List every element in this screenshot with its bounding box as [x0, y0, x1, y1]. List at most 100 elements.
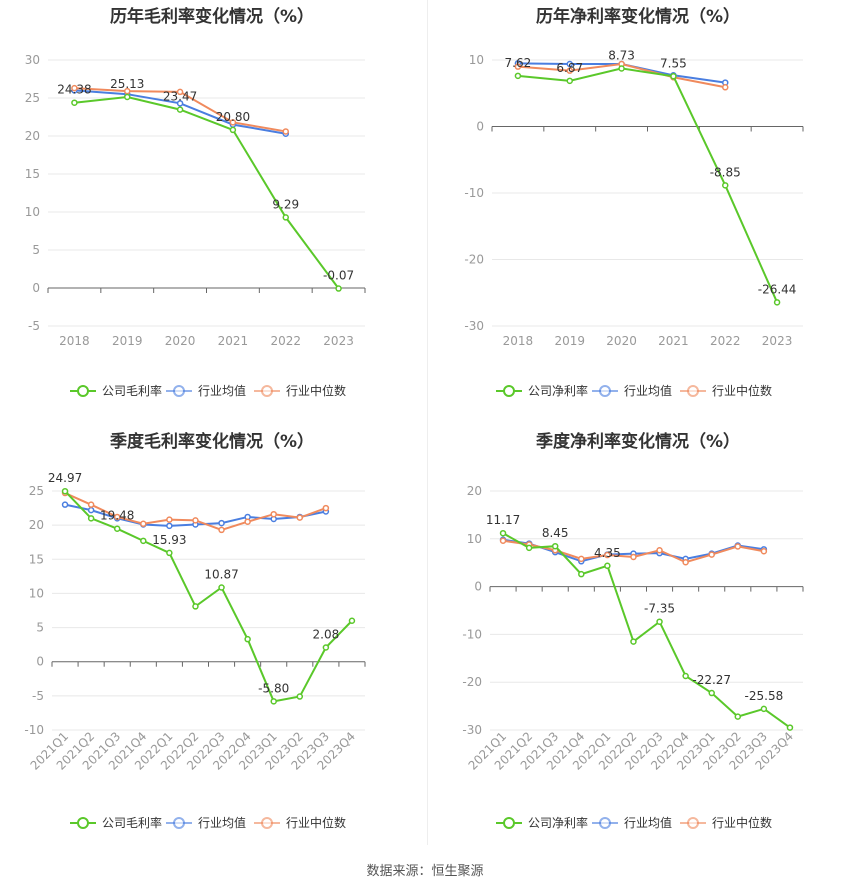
data-point-median	[760, 547, 768, 555]
y-tick-label: -10	[464, 186, 484, 200]
data-label: 24.97	[48, 471, 82, 485]
y-tick-label: 0	[476, 120, 484, 134]
x-tick-label: 2022	[710, 334, 741, 348]
legend-marker	[77, 817, 89, 829]
legend-marker	[687, 817, 699, 829]
data-label: 25.13	[110, 77, 144, 91]
data-point-median	[71, 84, 78, 92]
legend-marker	[503, 385, 515, 397]
data-point-company	[176, 106, 184, 113]
data-point-company	[499, 529, 507, 537]
data-point-median	[578, 555, 585, 563]
data-point-company	[87, 515, 95, 522]
data-label: -0.07	[323, 269, 354, 283]
legend-label: 公司净利率	[528, 815, 588, 830]
y-tick-label: 10	[467, 532, 482, 546]
data-point-median	[229, 119, 237, 126]
data-source-footer: 数据来源：恒生聚源	[366, 864, 484, 879]
legend-marker	[261, 385, 273, 397]
y-tick-label: 15	[29, 552, 44, 566]
data-point-company	[124, 93, 131, 101]
legend-item-median: 行业中位数	[680, 383, 772, 398]
data-point-company	[218, 584, 225, 591]
y-tick-label: -20	[464, 253, 484, 267]
legend-label: 行业中位数	[286, 383, 346, 398]
data-point-median	[566, 67, 573, 74]
data-label: 9.29	[272, 197, 299, 211]
y-tick-label: 20	[29, 518, 44, 532]
data-point-company	[113, 525, 121, 532]
legend-marker	[599, 817, 611, 829]
legend-item-mean: 行业均值	[166, 815, 246, 830]
data-label: -8.85	[710, 165, 741, 179]
data-point-median	[656, 547, 663, 554]
y-tick-label: 25	[29, 484, 44, 498]
y-tick-label: 10	[29, 586, 44, 600]
data-point-company	[244, 635, 251, 643]
data-point-mean	[218, 519, 225, 527]
x-tick-label: 2022	[270, 334, 301, 348]
y-tick-label: -5	[28, 319, 40, 333]
y-tick-label: -5	[32, 689, 44, 703]
data-point-median	[722, 84, 729, 91]
legend-item-company: 公司净利率	[496, 383, 588, 398]
legend-item-median: 行业中位数	[254, 383, 346, 398]
data-point-company	[525, 544, 533, 552]
chart-svg: 历年毛利率变化情况（%） -5 0 5 10 15 20 25 30 2018 2019 2020 20…	[25, 6, 366, 398]
legend-label: 行业均值	[624, 815, 672, 830]
data-label: 15.93	[152, 533, 186, 547]
data-point-company	[296, 693, 304, 700]
data-point-median	[244, 518, 251, 525]
data-label: -5.80	[258, 681, 289, 695]
data-label: 8.45	[542, 526, 569, 540]
data-point-company	[578, 570, 585, 578]
data-point-median	[682, 558, 689, 566]
legend-marker	[503, 817, 515, 829]
data-label: 19.48	[100, 509, 134, 523]
legend-item-median: 行业中位数	[680, 815, 772, 830]
chart-title: 历年净利率变化情况（%）	[536, 6, 740, 27]
data-point-company	[760, 705, 768, 713]
y-tick-label: -10	[24, 723, 44, 737]
data-label: 10.87	[204, 567, 238, 581]
y-tick-label: 25	[25, 91, 40, 105]
y-tick-label: -20	[462, 675, 482, 689]
y-tick-label: -30	[464, 319, 484, 333]
y-tick-label: 10	[469, 53, 484, 67]
data-point-median	[734, 543, 742, 550]
legend-label: 行业中位数	[286, 815, 346, 830]
y-tick-label: -30	[462, 723, 482, 737]
y-tick-label: 5	[36, 621, 44, 635]
chart-annual-net-margin: 历年净利率变化情况（%） -30 -20 -10 0 10 2018 2019 2020 2021…	[428, 0, 850, 415]
legend-label: 公司毛利率	[102, 815, 162, 830]
data-point-median	[296, 514, 304, 521]
data-point-median	[113, 513, 121, 521]
data-label: -26.44	[758, 282, 797, 296]
x-tick-label: 2023	[323, 334, 354, 348]
data-point-company	[604, 562, 611, 570]
x-tick-label: 2020	[165, 334, 196, 348]
y-tick-label: 15	[25, 167, 40, 181]
data-point-company	[270, 698, 277, 705]
data-point-company	[670, 73, 677, 80]
legend-item-company: 公司毛利率	[70, 815, 162, 830]
data-point-company	[61, 487, 69, 495]
data-point-company	[348, 617, 356, 624]
series-line-company	[517, 67, 778, 303]
y-tick-label: 5	[32, 243, 40, 257]
legend-item-mean: 行业均值	[592, 815, 672, 830]
data-point-company	[192, 603, 199, 610]
data-point-median	[270, 510, 277, 518]
legend-marker	[173, 817, 185, 829]
chart-title: 季度净利率变化情况（%）	[536, 431, 740, 452]
legend-item-company: 公司净利率	[496, 815, 588, 830]
legend-marker	[77, 385, 89, 397]
legend-label: 行业均值	[624, 383, 672, 398]
data-point-company	[708, 689, 715, 697]
x-tick-label: 2018	[59, 334, 90, 348]
data-label: 7.55	[660, 56, 687, 70]
data-point-median	[322, 504, 330, 512]
y-tick-label: 0	[474, 580, 482, 594]
legend-label: 公司毛利率	[102, 383, 162, 398]
data-point-mean	[176, 100, 184, 107]
